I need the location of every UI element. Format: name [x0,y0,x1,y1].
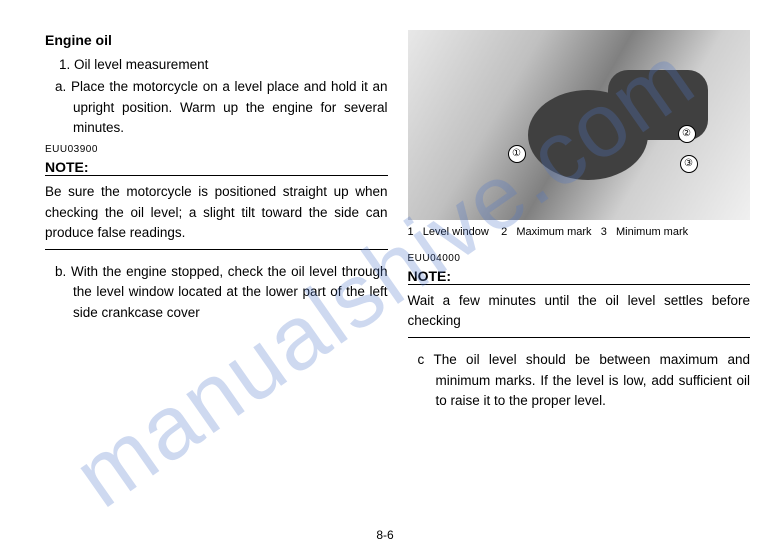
note-end-rule [45,249,388,250]
list-item-1: 1. Oil level measurement [45,55,388,75]
list-item-a: a.Place the motorcycle on a level place … [45,77,388,138]
note-body: Be sure the motorcycle is positioned str… [45,182,388,243]
callout-1: ① [508,145,526,163]
section-title: Engine oil [45,30,388,51]
list-item-c: cThe oil level should be between maximum… [408,350,751,411]
list-text: Place the motorcycle on a level place an… [71,79,388,135]
list-num: 1. [59,57,70,72]
right-column: ① ② ③ 1 Level window 2 Maximum mark 3 Mi… [408,30,751,544]
cap-num: 2 [501,226,507,238]
callout-2: ② [678,125,696,143]
list-num: a. [55,77,71,97]
manual-page: Engine oil 1. Oil level measurement a.Pl… [0,0,770,554]
list-num: b. [55,262,71,282]
engine-photo: ① ② ③ [408,30,751,220]
code-ref: EUU04000 [408,251,751,266]
cap-text: Minimum mark [616,226,688,238]
list-text: The oil level should be between maximum … [434,352,751,408]
note-rule [45,175,388,176]
figure-caption: 1 Level window 2 Maximum mark 3 Minimum … [408,224,751,241]
note-label: NOTE: [45,157,89,178]
note-label: NOTE: [408,266,452,287]
cap-num: 1 [408,226,414,238]
list-text: With the engine stopped, check the oil l… [71,264,388,320]
left-column: Engine oil 1. Oil level measurement a.Pl… [45,30,388,544]
list-item-b: b.With the engine stopped, check the oil… [45,262,388,323]
cap-text: Level window [423,226,489,238]
cap-num: 3 [601,226,607,238]
list-text: Oil level measurement [74,57,208,72]
callout-3: ③ [680,155,698,173]
list-num: c [418,350,434,370]
note-end-rule [408,337,751,338]
note-rule [408,284,751,285]
note-body: Wait a few minutes until the oil level s… [408,291,751,332]
cap-text: Maximum mark [516,226,591,238]
code-ref: EUU03900 [45,142,388,157]
page-number: 8-6 [376,528,393,542]
